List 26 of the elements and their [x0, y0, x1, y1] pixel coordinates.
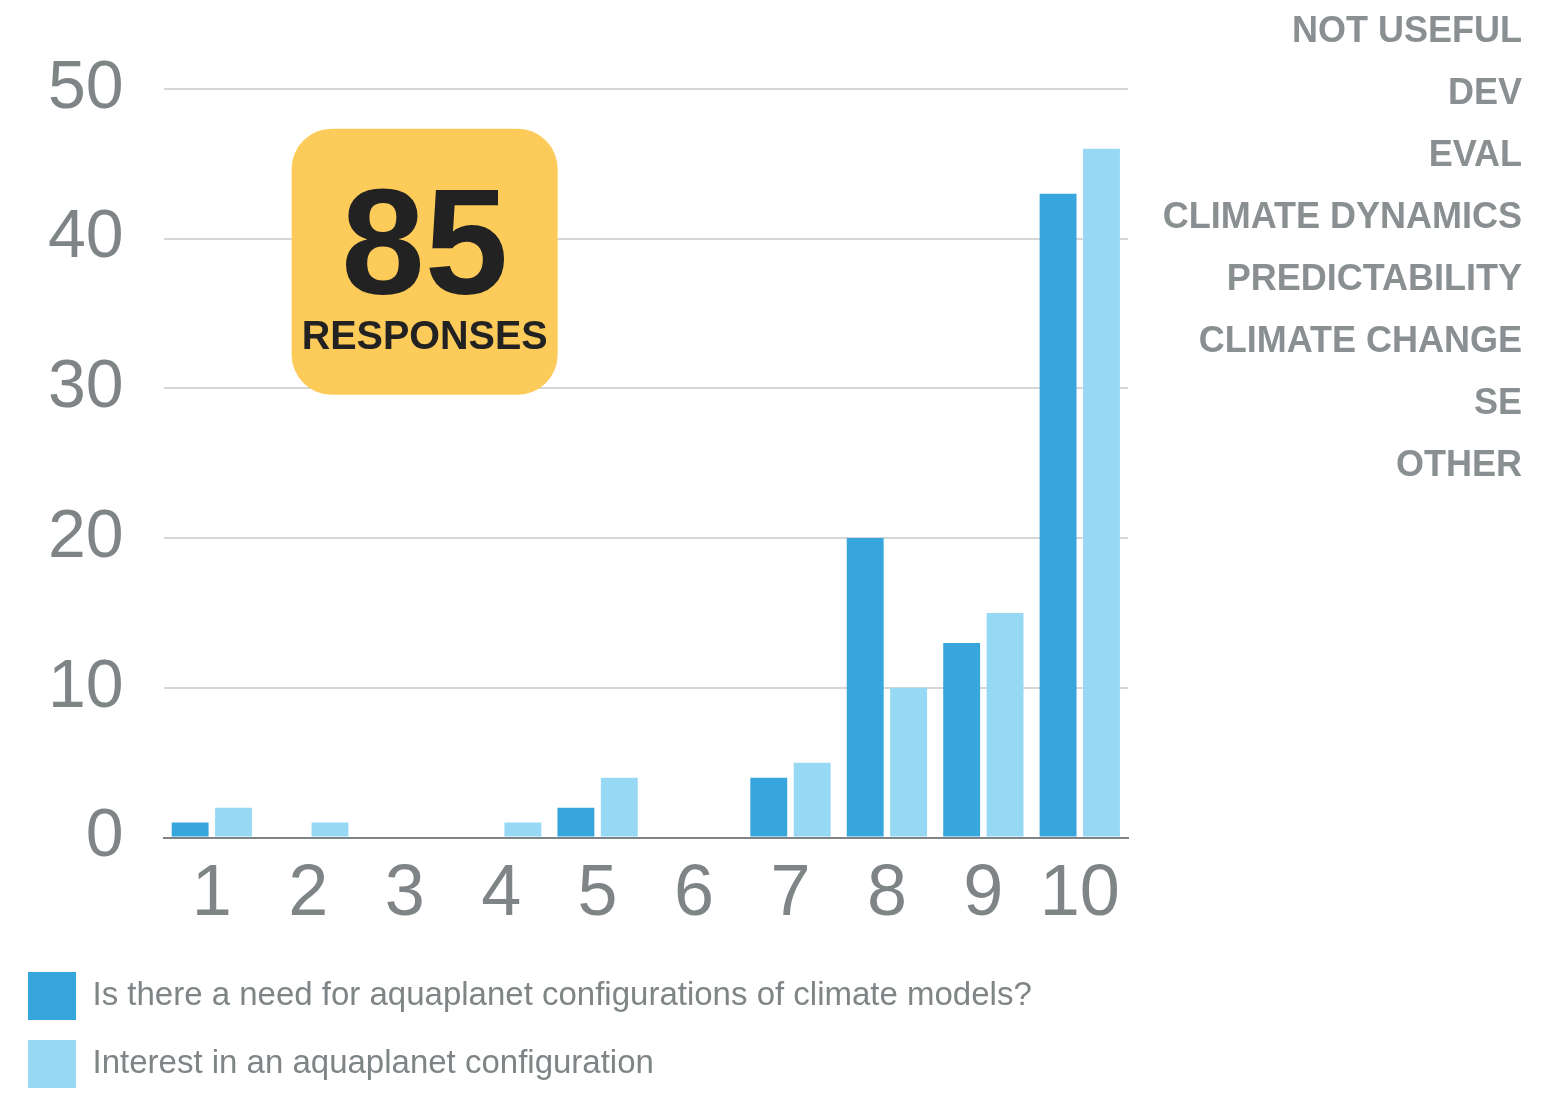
y-tick-label: 50	[48, 45, 124, 122]
x-tick-label: 6	[674, 849, 715, 930]
text: SE	[1473, 380, 1522, 422]
text: CLIMATE CHANGE	[1198, 318, 1522, 360]
text: OTHER	[1396, 442, 1522, 484]
text: PREDICTABILITY	[1226, 256, 1522, 298]
x-tick-label: 2	[288, 849, 329, 930]
text: DEV	[1447, 70, 1522, 112]
y-tick-label: 40	[48, 195, 124, 272]
legend-label: Interest in an aquaplanet configuration	[92, 1043, 654, 1081]
x-tick-label: 8	[866, 849, 907, 930]
x-tick-label: 4	[481, 849, 522, 930]
y-tick-label: 10	[48, 644, 124, 721]
legend-label: Is there a need for aquaplanet configurations of climate models?	[92, 975, 1032, 1013]
text: CLIMATE DYNAMICS	[1162, 194, 1522, 236]
x-tick-label: 3	[384, 849, 425, 930]
y-tick-label: 0	[85, 794, 124, 871]
text: EVAL	[1428, 132, 1522, 174]
y-tick-label: 20	[48, 494, 124, 571]
x-tick-label: 1	[191, 849, 232, 930]
y-tick-label: 30	[48, 345, 124, 422]
x-tick-label: 10	[1039, 849, 1120, 930]
x-tick-label: 5	[577, 849, 618, 930]
text: NOT USEFUL	[1292, 8, 1522, 50]
x-tick-label: 9	[963, 849, 1004, 930]
x-tick-label: 7	[770, 849, 811, 930]
